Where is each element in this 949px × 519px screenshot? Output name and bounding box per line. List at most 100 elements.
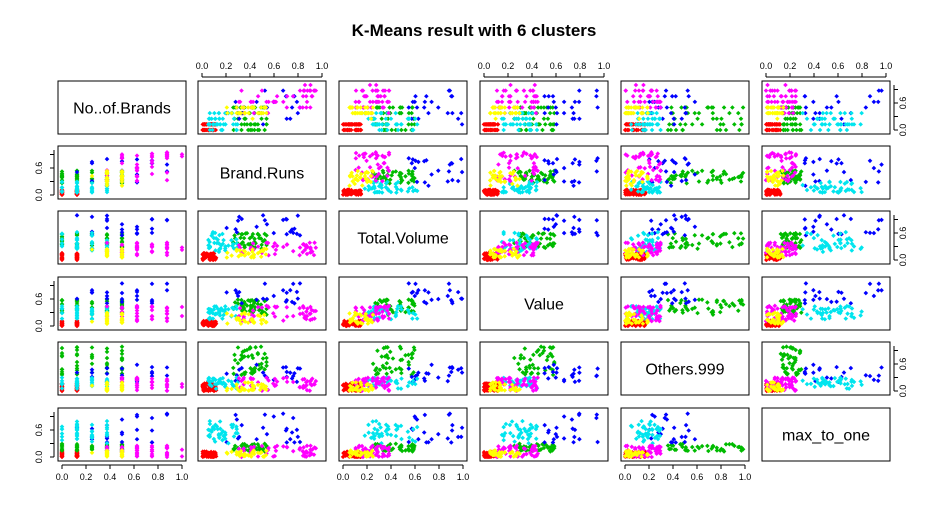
- data-point: [369, 168, 375, 174]
- data-point: [217, 116, 222, 122]
- data-point: [422, 288, 428, 293]
- data-point: [626, 246, 632, 252]
- data-point: [525, 235, 531, 241]
- data-point: [149, 171, 155, 177]
- data-point: [59, 321, 65, 326]
- data-point: [255, 110, 261, 116]
- data-point: [373, 178, 379, 184]
- data-point: [626, 122, 632, 127]
- data-point: [793, 251, 799, 257]
- data-point: [764, 189, 770, 194]
- data-point: [656, 184, 662, 190]
- data-point: [403, 127, 408, 133]
- data-point: [727, 110, 732, 116]
- data-point: [836, 99, 841, 105]
- data-point: [238, 321, 244, 326]
- panel-box: [197, 210, 327, 265]
- data-point: [514, 240, 519, 246]
- data-point: [381, 174, 387, 180]
- data-point: [547, 172, 553, 178]
- data-point: [520, 116, 526, 122]
- data-point: [633, 183, 639, 189]
- data-point: [789, 105, 795, 110]
- data-point: [718, 302, 723, 308]
- data-point: [208, 255, 214, 260]
- data-point: [779, 235, 785, 241]
- data-point: [242, 311, 248, 317]
- data-point: [119, 344, 125, 350]
- data-point: [647, 152, 653, 157]
- data-point: [705, 236, 710, 241]
- data-point: [414, 188, 420, 194]
- data-point: [851, 244, 857, 249]
- data-point: [164, 155, 170, 161]
- data-point: [554, 213, 560, 218]
- data-point: [834, 216, 839, 222]
- data-point: [134, 165, 140, 171]
- data-point: [534, 179, 540, 185]
- data-point: [654, 88, 659, 93]
- data-point: [149, 304, 155, 310]
- data-point: [385, 304, 390, 309]
- data-point: [572, 231, 578, 237]
- data-point: [449, 299, 455, 305]
- data-point: [119, 351, 125, 357]
- data-point: [770, 322, 776, 328]
- data-point: [383, 116, 389, 122]
- data-point: [255, 301, 261, 307]
- data-point: [829, 158, 834, 164]
- data-point: [645, 310, 651, 316]
- data-point: [649, 245, 654, 251]
- data-point: [210, 122, 216, 127]
- data-point: [508, 153, 513, 158]
- data-point: [367, 305, 373, 310]
- data-point: [119, 236, 125, 241]
- data-point: [280, 88, 286, 93]
- data-point: [59, 231, 65, 236]
- data-point: [272, 304, 278, 309]
- data-point: [808, 185, 814, 190]
- data-point: [629, 250, 635, 256]
- data-point: [358, 171, 364, 177]
- data-point: [383, 184, 389, 190]
- data-point: [845, 240, 850, 246]
- data-point: [134, 226, 140, 232]
- data-point: [709, 238, 714, 244]
- data-point: [765, 82, 770, 88]
- data-point: [696, 241, 702, 246]
- data-point: [386, 150, 392, 156]
- data-point: [780, 319, 785, 325]
- data-point: [775, 116, 780, 122]
- data-point: [241, 105, 247, 110]
- data-point: [561, 218, 567, 224]
- data-point: [359, 305, 365, 310]
- data-point: [386, 88, 392, 93]
- data-point: [779, 158, 784, 164]
- data-point: [134, 293, 140, 299]
- data-point: [395, 127, 401, 133]
- data-point: [772, 168, 778, 174]
- data-point: [665, 127, 671, 133]
- data-point: [385, 99, 390, 105]
- data-point: [499, 93, 505, 99]
- data-point: [531, 171, 537, 177]
- data-point: [664, 229, 670, 235]
- data-point: [710, 231, 716, 237]
- data-point: [800, 110, 805, 116]
- data-point: [719, 116, 724, 122]
- data-point: [104, 371, 110, 377]
- data-point: [723, 127, 729, 133]
- data-point: [511, 246, 517, 252]
- data-point: [518, 237, 523, 243]
- data-point: [217, 310, 222, 316]
- data-point: [832, 308, 838, 313]
- data-point: [829, 105, 834, 110]
- data-point: [827, 244, 832, 250]
- data-point: [258, 236, 264, 241]
- data-point: [74, 179, 80, 184]
- data-point: [236, 214, 242, 220]
- data-point: [410, 157, 416, 162]
- data-point: [377, 297, 383, 303]
- data-point: [207, 244, 213, 249]
- data-point: [59, 189, 65, 195]
